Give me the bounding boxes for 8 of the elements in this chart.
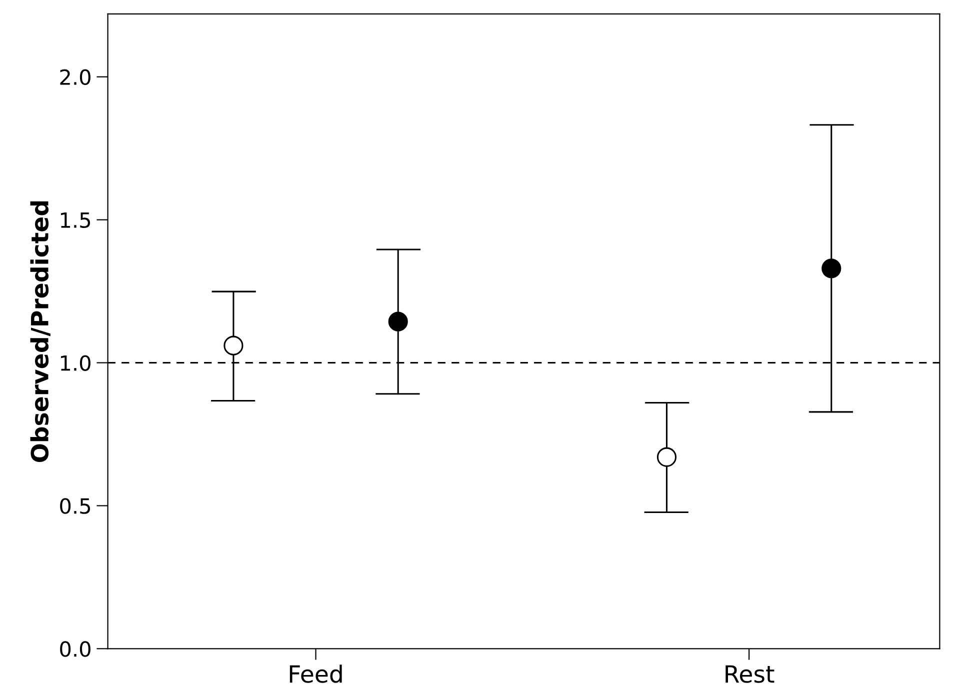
y-tick-label: 2.0 xyxy=(60,69,90,86)
y-tick-label: 1.5 xyxy=(60,212,90,228)
x-tick-label: Rest xyxy=(726,665,774,683)
y-tick-label: 0.5 xyxy=(60,498,90,514)
x-tick-label: Feed xyxy=(290,664,342,683)
y-axis-title: Observed/Predicted xyxy=(30,201,50,462)
y-tick-label: 1.0 xyxy=(60,355,90,371)
y-tick-label: 0.0 xyxy=(60,641,90,657)
